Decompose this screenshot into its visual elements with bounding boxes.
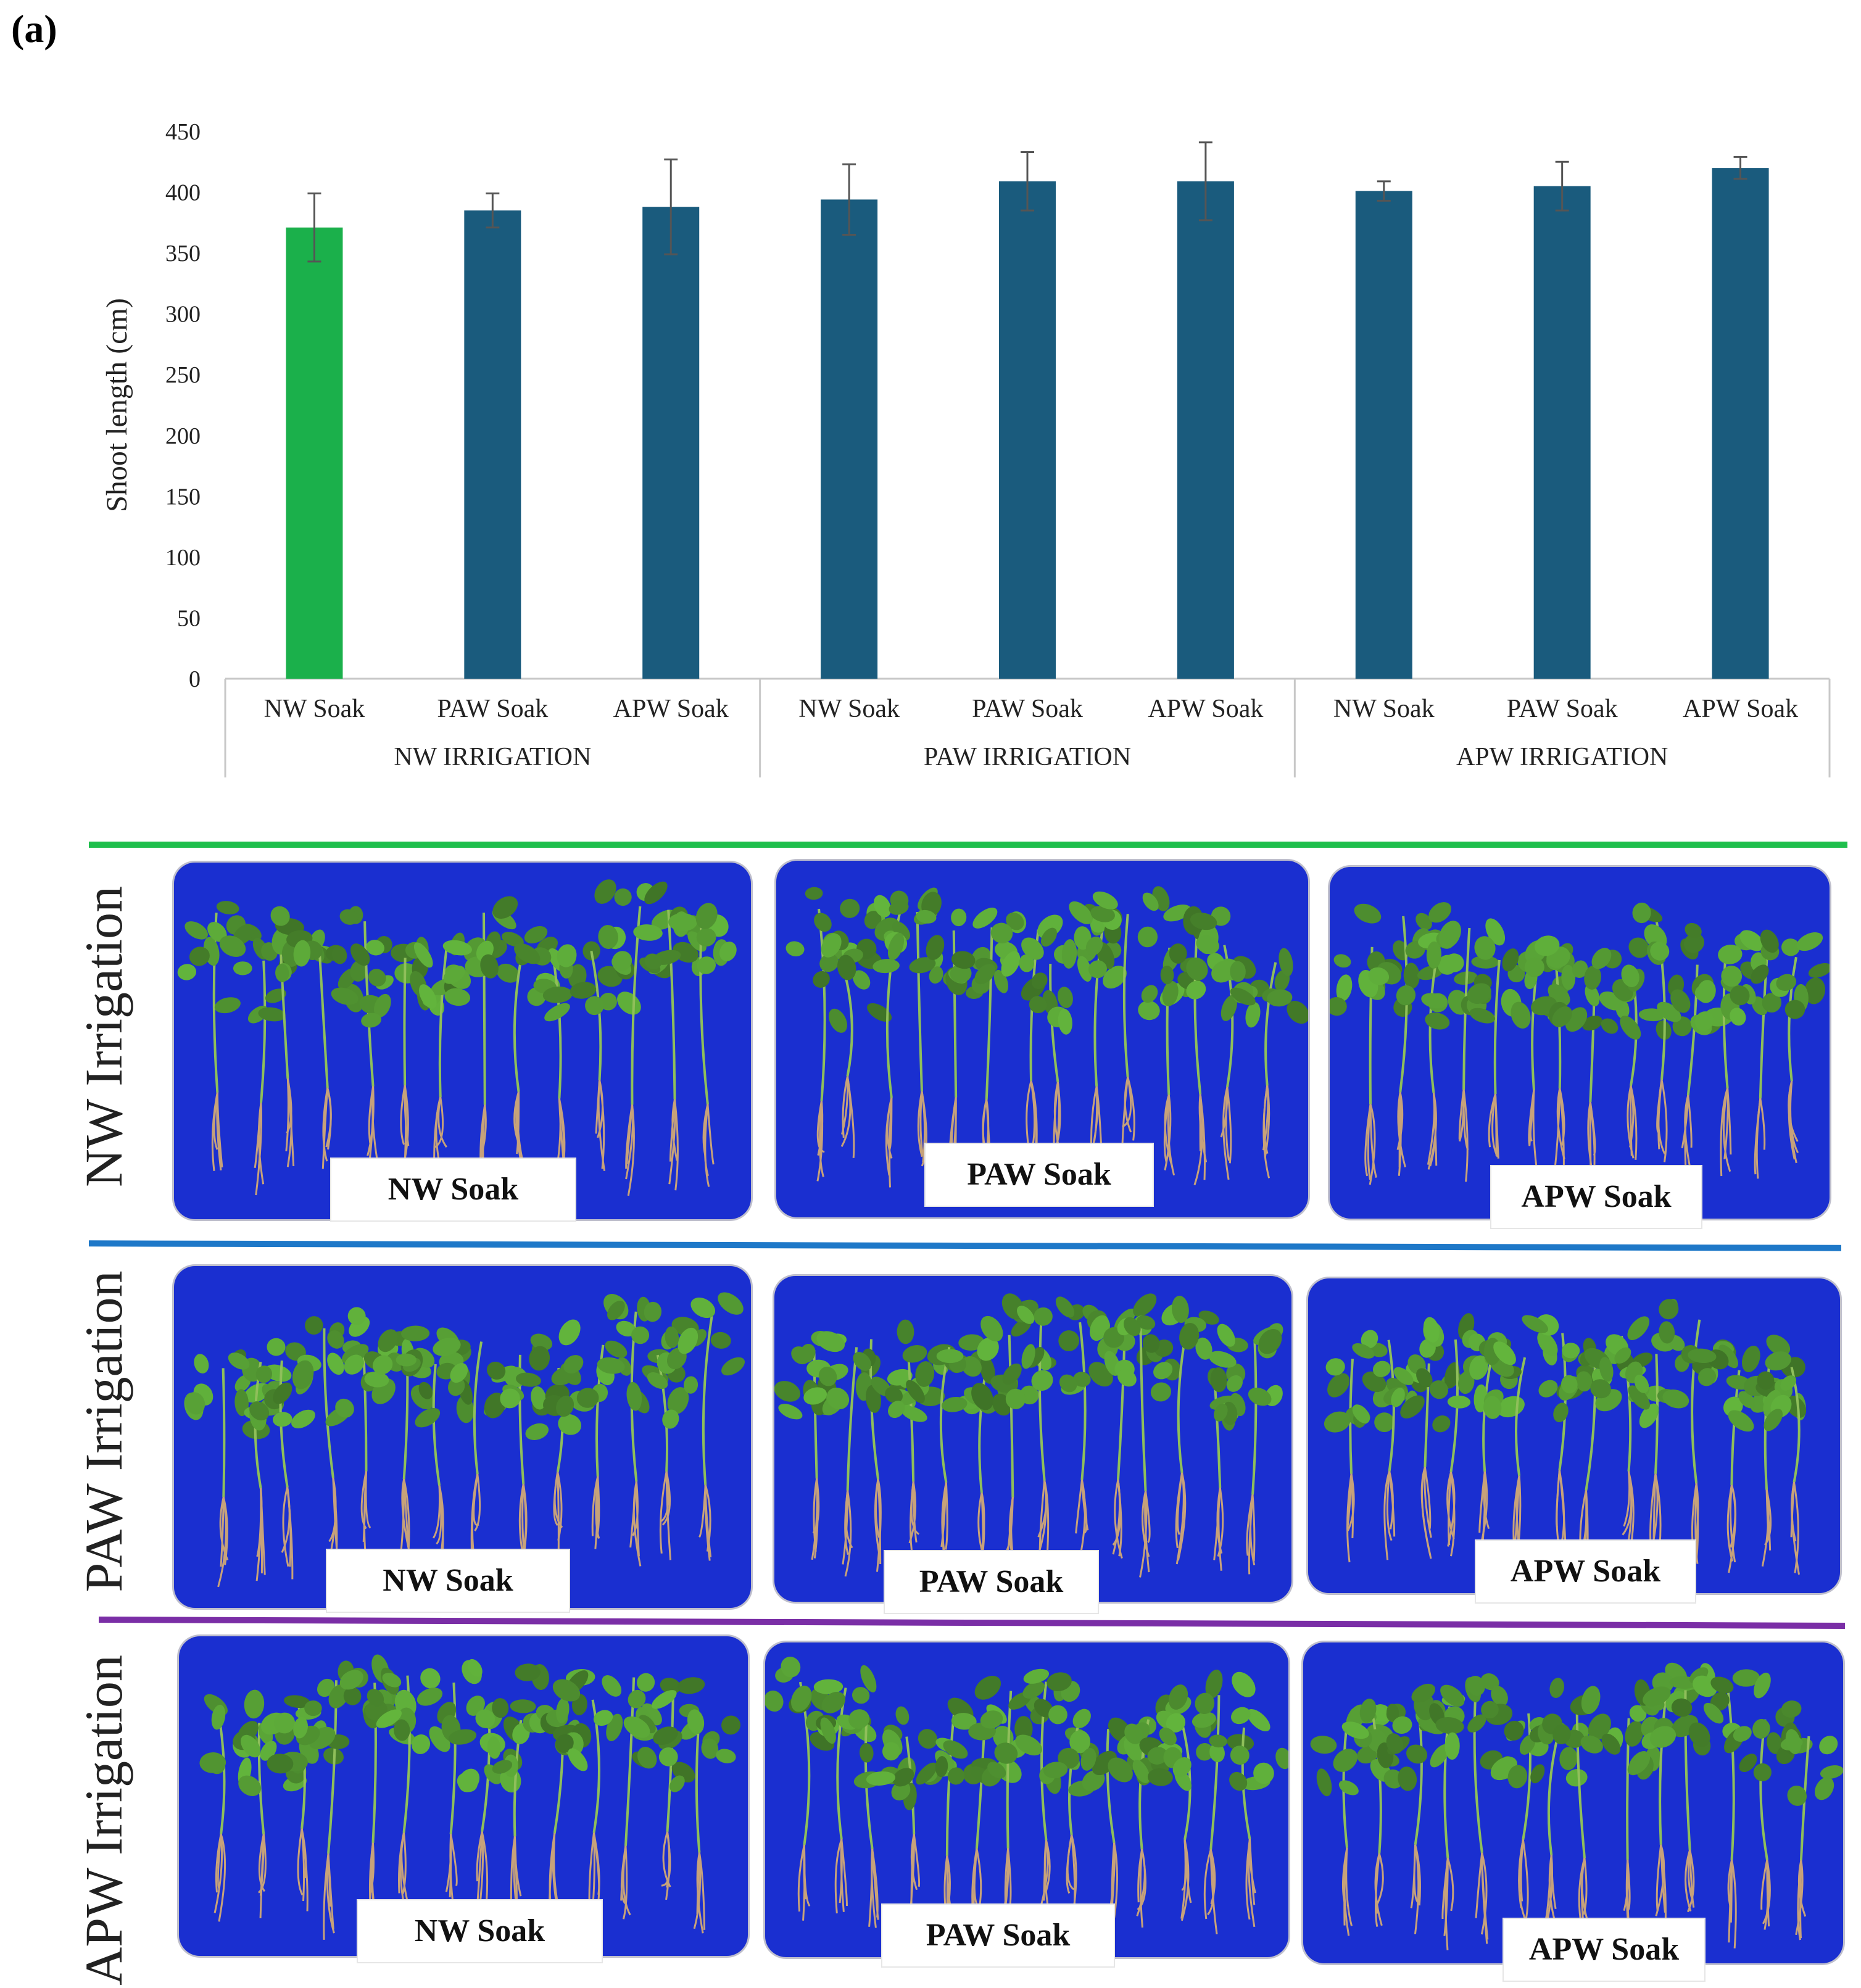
soak-label-apw-irrigation-paw-soak: PAW Soak bbox=[881, 1903, 1115, 1968]
x-category-label: APW Soak bbox=[1148, 695, 1263, 723]
bar bbox=[1533, 186, 1591, 679]
soak-label-nw-irrigation-nw-soak: NW Soak bbox=[330, 1158, 576, 1222]
soak-label-apw-irrigation-nw-soak: NW Soak bbox=[357, 1899, 603, 1963]
x-category-label: APW Soak bbox=[1683, 695, 1798, 723]
y-tick-label: 0 bbox=[189, 666, 201, 692]
y-tick-label: 150 bbox=[165, 484, 201, 510]
bar bbox=[1177, 181, 1234, 679]
bar bbox=[999, 181, 1056, 679]
divider-paw bbox=[88, 1240, 1842, 1251]
bar bbox=[286, 227, 343, 679]
bar bbox=[642, 207, 700, 679]
bar-chart: 0 50 100 150 200 250 300 350 400 450 Shoot length … bbox=[101, 119, 1831, 777]
x-category-label: NW Soak bbox=[798, 695, 900, 723]
y-tick-label: 200 bbox=[165, 423, 201, 449]
seedling-photo-nw-irrigation-apw-soak bbox=[1330, 867, 1830, 1219]
row-label-paw-irrigation: PAW Irrigation bbox=[74, 1270, 133, 1592]
x-category-label: NW Soak bbox=[1333, 695, 1435, 723]
bar bbox=[821, 199, 878, 679]
panel-label: (a) bbox=[11, 7, 57, 51]
soak-label-paw-irrigation-apw-soak: APW Soak bbox=[1475, 1539, 1696, 1604]
row-label-nw-irrigation: NW Irrigation bbox=[74, 886, 133, 1187]
y-tick-label: 400 bbox=[165, 180, 201, 206]
x-category-label: PAW Soak bbox=[972, 695, 1083, 723]
x-group-label: NW IRRIGATION bbox=[394, 743, 591, 771]
y-tick-label: 50 bbox=[177, 605, 201, 631]
y-tick-label: 450 bbox=[165, 119, 201, 145]
seedlings-illustration bbox=[1324, 1298, 1807, 1575]
divider-nw bbox=[89, 842, 1847, 848]
seedlings-illustration bbox=[1310, 1662, 1843, 1950]
seedlings-illustration bbox=[765, 1656, 1288, 1945]
soak-label-paw-irrigation-nw-soak: NW Soak bbox=[326, 1549, 570, 1613]
x-group-label: PAW IRRIGATION bbox=[924, 743, 1131, 771]
x-group-label: APW IRRIGATION bbox=[1456, 743, 1668, 771]
soak-label-paw-irrigation-paw-soak: PAW Soak bbox=[884, 1550, 1099, 1614]
soak-label-apw-irrigation-apw-soak: APW Soak bbox=[1502, 1918, 1706, 1982]
y-tick-label: 250 bbox=[165, 362, 201, 388]
bar bbox=[1355, 191, 1412, 679]
y-axis-label: Shoot length (cm) bbox=[101, 298, 133, 512]
y-tick-label: 350 bbox=[165, 241, 201, 267]
x-category-label: APW Soak bbox=[613, 695, 729, 723]
x-category-label: PAW Soak bbox=[1507, 695, 1618, 723]
x-category-label: NW Soak bbox=[264, 695, 365, 723]
seedlings-illustration bbox=[774, 1293, 1283, 1584]
seedling-photo-paw-irrigation-paw-soak bbox=[774, 1276, 1291, 1602]
seedlings-illustration bbox=[184, 1292, 745, 1588]
y-tick-label: 100 bbox=[165, 545, 201, 571]
soak-label-nw-irrigation-paw-soak: PAW Soak bbox=[924, 1143, 1154, 1207]
bar bbox=[1712, 168, 1769, 679]
soak-label-nw-irrigation-apw-soak: APW Soak bbox=[1490, 1165, 1702, 1229]
seedlings-illustration bbox=[1330, 902, 1830, 1193]
seedling-photo-apw-irrigation-nw-soak bbox=[179, 1636, 748, 1956]
seedling-photo-apw-irrigation-apw-soak bbox=[1303, 1642, 1843, 1963]
bar bbox=[464, 210, 521, 679]
x-category-label: PAW Soak bbox=[437, 695, 548, 723]
row-label-apw-irrigation: APW Irrigation bbox=[74, 1655, 133, 1986]
y-tick-label: 300 bbox=[165, 302, 201, 328]
divider-apw bbox=[98, 1617, 1846, 1629]
